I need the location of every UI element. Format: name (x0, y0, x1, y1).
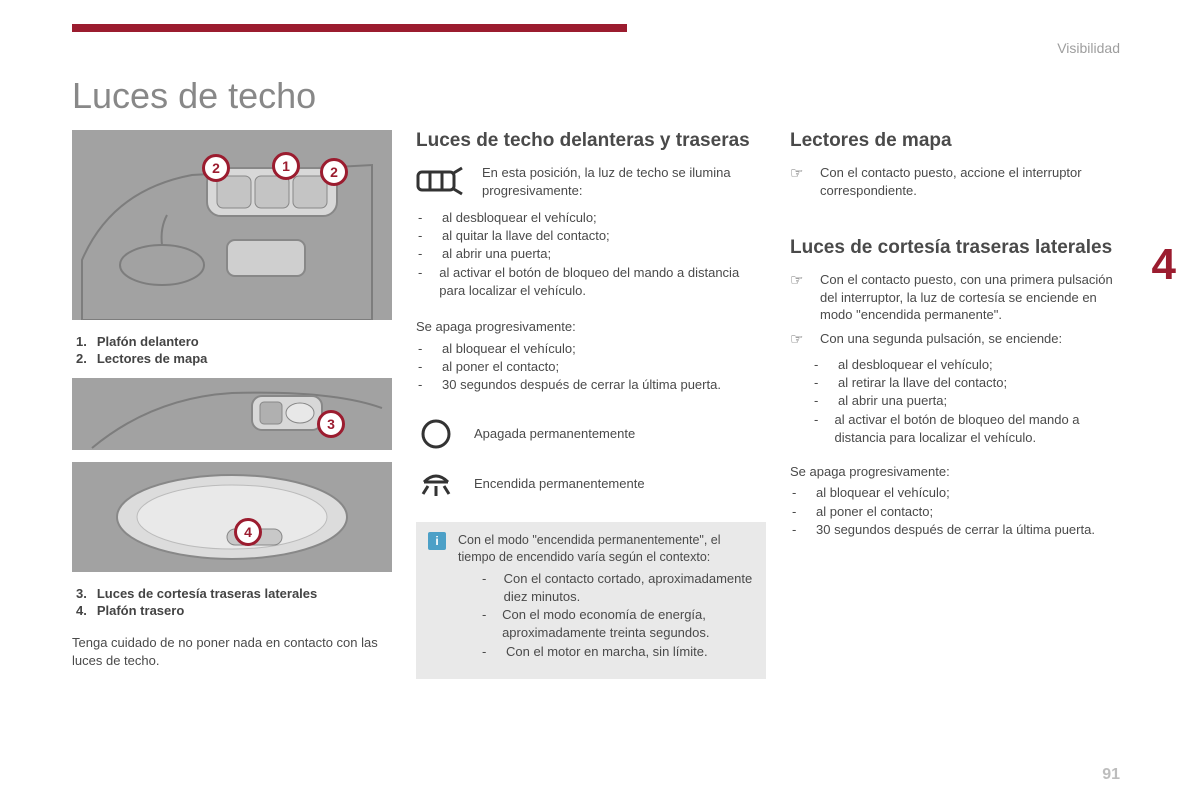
content-grid: 2 1 2 1.Plafón delantero 2.Lectores de m… (72, 130, 1128, 750)
middle-column: Luces de techo delanteras y traseras En … (416, 130, 766, 750)
callout-marker-2: 2 (202, 154, 230, 182)
caption-item: 2.Lectores de mapa (76, 351, 392, 366)
list-on-events: -al desbloquear el vehículo; -al quitar … (416, 209, 766, 300)
off-intro: Se apaga progresivamente: (416, 318, 766, 336)
page-number: 91 (1102, 766, 1120, 784)
icon-row-off: Apagada permanentemente (416, 414, 766, 454)
on-label: Encendida permanentemente (474, 475, 766, 493)
info-icon: i (428, 532, 446, 550)
icon-row-door-switch: En esta posición, la luz de techo se ilu… (416, 164, 766, 199)
instruction-row: ☞ Con el contacto puesto, accione el int… (790, 164, 1128, 199)
right-column: Lectores de mapa ☞ Con el contacto puest… (790, 130, 1128, 750)
warning-note: Tenga cuidado de no poner nada en contac… (72, 634, 392, 669)
caption-item: 3.Luces de cortesía traseras laterales (76, 586, 392, 601)
door-position-icon (416, 164, 464, 198)
subheading-rear-side: Luces de cortesía traseras laterales (790, 237, 1128, 259)
subheading-map-readers: Lectores de mapa (790, 130, 1128, 152)
info-intro: Con el modo "encendida permanentemente",… (458, 532, 754, 566)
list-rear-on-events: -al desbloquear el vehículo; -al retirar… (812, 356, 1128, 447)
callout-marker-1: 1 (272, 152, 300, 180)
info-content: Con el modo "encendida permanentemente",… (458, 532, 754, 667)
light-off-icon (416, 414, 456, 454)
intro-text: En esta posición, la luz de techo se ilu… (482, 164, 766, 199)
pointer-icon: ☞ (790, 330, 808, 350)
caption-item: 4.Plafón trasero (76, 603, 392, 618)
illustration-front-ceiling: 2 1 2 (72, 130, 392, 320)
caption-list-2: 3.Luces de cortesía traseras laterales 4… (76, 586, 392, 620)
top-accent-bar (72, 24, 627, 32)
instruction-row: ☞ Con una segunda pulsación, se enciende… (790, 330, 1128, 350)
caption-item: 1.Plafón delantero (76, 334, 392, 349)
list-off-events: -al bloquear el vehículo; -al poner el c… (416, 340, 766, 395)
left-column: 2 1 2 1.Plafón delantero 2.Lectores de m… (72, 130, 392, 750)
callout-marker-2b: 2 (320, 158, 348, 186)
pointer-icon: ☞ (790, 164, 808, 184)
page-title: Luces de techo (72, 75, 316, 117)
off-label: Apagada permanentemente (474, 425, 766, 443)
chapter-number: 4 (1152, 240, 1176, 290)
icon-row-on: Encendida permanentemente (416, 464, 766, 504)
subheading-front-rear: Luces de techo delanteras y traseras (416, 130, 766, 152)
illustration-rear-side-light: 3 (72, 378, 392, 450)
section-label: Visibilidad (1057, 40, 1120, 56)
callout-marker-4: 4 (234, 518, 262, 546)
rear-off-intro: Se apaga progresivamente: (790, 463, 1128, 481)
callout-marker-3: 3 (317, 410, 345, 438)
instruction-row: ☞ Con el contacto puesto, con una primer… (790, 271, 1128, 324)
pointer-icon: ☞ (790, 271, 808, 291)
light-on-icon (416, 464, 456, 504)
caption-list-1: 1.Plafón delantero 2.Lectores de mapa (76, 334, 392, 368)
info-box: i Con el modo "encendida permanentemente… (416, 522, 766, 679)
list-rear-off-events: -al bloquear el vehículo; -al poner el c… (790, 484, 1128, 539)
illustration-rear-ceiling: 4 (72, 462, 392, 572)
